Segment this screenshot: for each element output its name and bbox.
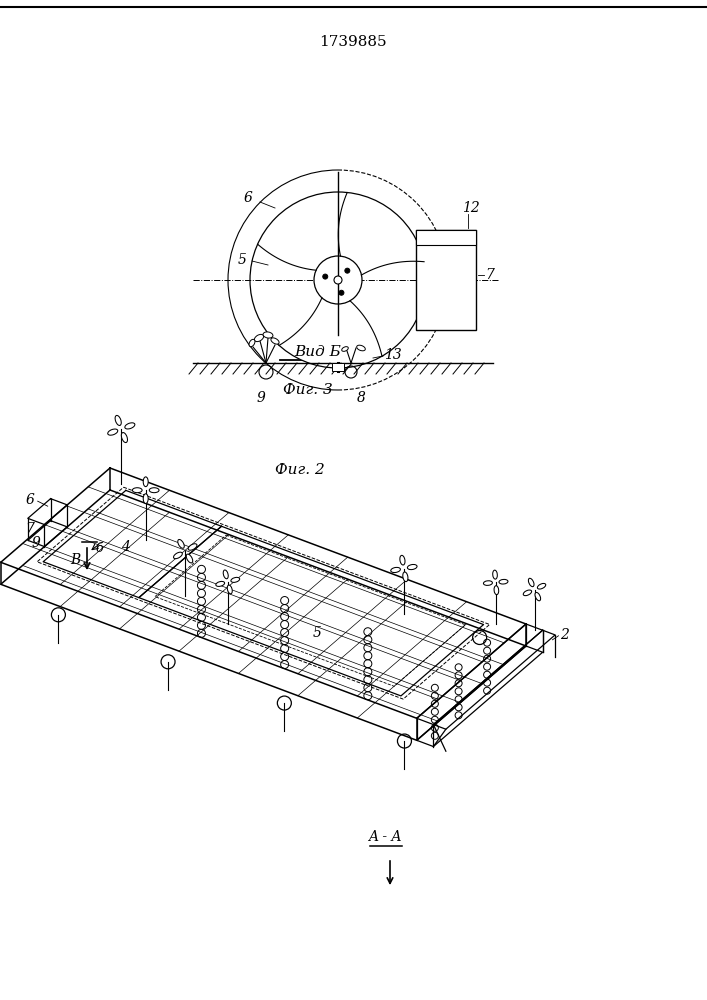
Ellipse shape [263, 332, 273, 338]
Ellipse shape [403, 572, 408, 582]
Ellipse shape [494, 586, 498, 595]
Ellipse shape [341, 347, 349, 351]
Text: Фиг. 2: Фиг. 2 [275, 463, 325, 477]
Text: 8: 8 [356, 391, 366, 405]
Ellipse shape [407, 564, 417, 570]
Ellipse shape [107, 429, 118, 435]
Text: Вид Б: Вид Б [295, 345, 341, 359]
Circle shape [339, 290, 344, 295]
Text: 6: 6 [25, 493, 34, 507]
Ellipse shape [115, 415, 122, 425]
Ellipse shape [537, 583, 546, 589]
Ellipse shape [223, 570, 228, 579]
Ellipse shape [132, 488, 142, 493]
Text: 12: 12 [462, 201, 480, 215]
Text: 5: 5 [312, 626, 322, 640]
Ellipse shape [188, 544, 197, 550]
Circle shape [334, 276, 342, 284]
Ellipse shape [144, 477, 148, 487]
Circle shape [323, 274, 328, 279]
Bar [332, 363, 344, 371]
Ellipse shape [535, 592, 541, 601]
Ellipse shape [400, 555, 405, 565]
Ellipse shape [391, 567, 400, 573]
Ellipse shape [499, 579, 508, 584]
Text: 2: 2 [561, 628, 569, 642]
Ellipse shape [177, 539, 185, 548]
Ellipse shape [484, 581, 492, 585]
Ellipse shape [357, 345, 366, 351]
Text: A - A: A - A [368, 830, 402, 844]
Circle shape [345, 268, 350, 273]
Ellipse shape [149, 488, 159, 493]
Text: 7: 7 [486, 268, 494, 282]
Text: В: В [70, 553, 80, 567]
Ellipse shape [125, 423, 135, 429]
Text: 4: 4 [121, 540, 130, 554]
Circle shape [314, 256, 362, 304]
Ellipse shape [271, 338, 279, 344]
Text: 1739885: 1739885 [319, 35, 387, 49]
Ellipse shape [122, 433, 127, 443]
Ellipse shape [216, 581, 225, 586]
Ellipse shape [523, 590, 532, 596]
Ellipse shape [528, 578, 534, 587]
Text: 9: 9 [257, 391, 265, 405]
Text: Фиг. 3: Фиг. 3 [283, 383, 333, 397]
Ellipse shape [493, 570, 497, 579]
Bar [416, 230, 476, 330]
Text: 5: 5 [238, 253, 247, 267]
Text: 7: 7 [25, 522, 34, 536]
Ellipse shape [227, 585, 233, 594]
Ellipse shape [231, 577, 240, 582]
Text: 6: 6 [244, 191, 252, 205]
Text: б: б [95, 542, 103, 556]
Ellipse shape [249, 339, 255, 347]
Bar [416, 230, 476, 245]
Text: 9: 9 [31, 536, 40, 550]
Text: 13: 13 [384, 348, 402, 362]
Ellipse shape [186, 554, 193, 563]
Ellipse shape [144, 494, 148, 504]
Ellipse shape [255, 334, 264, 342]
Ellipse shape [173, 552, 182, 559]
Circle shape [250, 192, 426, 368]
